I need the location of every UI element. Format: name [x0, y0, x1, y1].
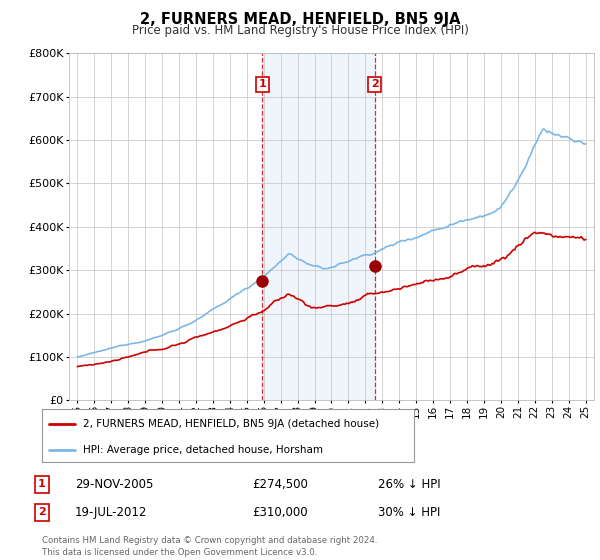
Text: £274,500: £274,500 — [252, 478, 308, 491]
Text: 2, FURNERS MEAD, HENFIELD, BN5 9JA: 2, FURNERS MEAD, HENFIELD, BN5 9JA — [140, 12, 460, 27]
Text: £310,000: £310,000 — [252, 506, 308, 519]
Text: 2: 2 — [371, 80, 379, 90]
Text: 26% ↓ HPI: 26% ↓ HPI — [378, 478, 440, 491]
Text: HPI: Average price, detached house, Horsham: HPI: Average price, detached house, Hors… — [83, 445, 323, 455]
Bar — [262, 53, 374, 400]
Text: Price paid vs. HM Land Registry's House Price Index (HPI): Price paid vs. HM Land Registry's House … — [131, 24, 469, 36]
Text: 30% ↓ HPI: 30% ↓ HPI — [378, 506, 440, 519]
Text: 1: 1 — [259, 80, 266, 90]
Text: Contains HM Land Registry data © Crown copyright and database right 2024.
This d: Contains HM Land Registry data © Crown c… — [42, 536, 377, 557]
Text: 2, FURNERS MEAD, HENFIELD, BN5 9JA (detached house): 2, FURNERS MEAD, HENFIELD, BN5 9JA (deta… — [83, 419, 379, 429]
Text: 2: 2 — [38, 507, 46, 517]
Text: 1: 1 — [38, 479, 46, 489]
Text: 19-JUL-2012: 19-JUL-2012 — [75, 506, 148, 519]
Text: 29-NOV-2005: 29-NOV-2005 — [75, 478, 154, 491]
